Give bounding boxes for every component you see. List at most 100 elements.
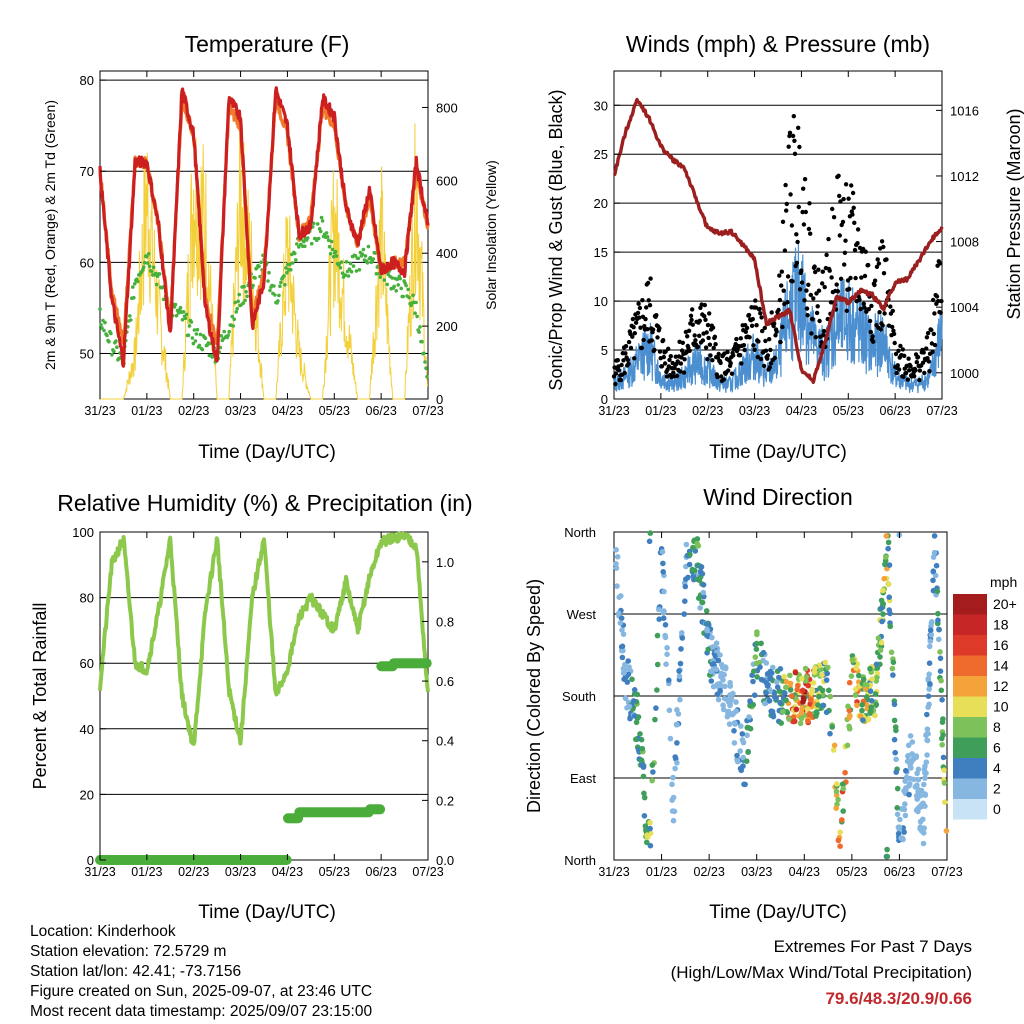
dewpoint-point [365,261,370,265]
gust-point [905,377,911,382]
gust-point [872,278,878,283]
gust-point [930,349,935,355]
direction-point [896,824,903,830]
gust-point [870,334,875,339]
gust-point [922,370,927,376]
direction-point [800,695,807,701]
gust-point [846,196,851,201]
direction-point [902,812,909,819]
direction-point [879,618,885,625]
y-tick-label: 70 [80,164,94,179]
gust-point [895,363,900,368]
gust-point [853,275,858,281]
dewpoint-point [338,266,343,270]
gust-point [697,333,702,338]
dewpoint-point [279,280,283,285]
legend-swatch [953,594,987,615]
direction-point [804,706,811,712]
direction-point [737,748,743,754]
direction-point [822,659,828,666]
gust-point [822,284,827,290]
direction-point [940,732,946,738]
x-tick-label: 03/23 [739,404,770,418]
right-tick-label: 0 [436,392,443,407]
dewpoint-point [142,260,147,265]
direction-point [705,646,711,653]
gust-point [878,327,883,332]
direction-point [777,699,783,706]
dewpoint-point [234,310,238,314]
gust-point [850,212,855,217]
gust-point [794,232,799,237]
gust-point [841,196,846,202]
gust-point [790,133,796,139]
gust-point [743,329,748,334]
direction-point [617,620,624,626]
direction-point [819,672,825,678]
direction-point [880,587,886,594]
gust-point [719,374,724,379]
dewpoint-point [418,325,422,329]
legend-label: 0 [993,801,1001,817]
direction-point [616,594,622,600]
dewpoint-point [295,242,299,246]
gust-point [695,344,701,349]
gust-point [773,333,778,338]
gust-point [902,353,907,358]
dewpoint-point [277,293,281,298]
gust-point [785,274,791,279]
temp-2m-line [98,86,430,368]
direction-tick-label: North [564,853,596,868]
gust-point [848,275,853,281]
dewpoint-point [320,219,325,223]
extremes-box: Extremes For Past 7 Days (High/Low/Max W… [671,934,972,1012]
gust-point [633,320,639,325]
direction-point [666,677,672,683]
direction-point [925,704,931,710]
direction-point [850,657,856,663]
gust-point [749,323,755,328]
y-tick-label: 0 [87,853,94,868]
humidity-axes: 31/23 01/23 02/23 03/23 04/23 05/23 06/23 07/23… [72,525,454,879]
gust-point [721,377,726,382]
direction-point [898,835,904,841]
gust-point [801,186,806,191]
direction-point [882,561,888,568]
gust-point [703,345,709,350]
dewpoint-point [315,222,320,226]
right-tick-label: 1004 [950,300,979,315]
gust-point [767,365,772,370]
direction-point [650,769,656,775]
direction-point [935,617,941,623]
winds-x-axis-label: Time (Day/UTC) [709,442,847,463]
direction-point [890,672,896,678]
gust-point [795,239,800,245]
insolation-line [100,123,428,400]
gust-point [631,325,636,330]
winds-axes: 31/23 01/23 02/23 03/23 04/23 05/23 06/23 07/23… [594,71,979,418]
direction-point [816,693,822,700]
dewpoint-point [222,329,226,334]
x-tick-label: 01/23 [131,404,162,418]
direction-point [800,687,806,694]
gust-point [920,360,926,365]
gust-point [800,209,805,215]
direction-point [766,698,773,704]
direction-point [891,736,898,743]
direction-point [722,683,728,690]
direction-point [815,702,821,708]
gust-point [808,292,813,298]
gust-point [932,311,937,316]
gust-point [757,306,762,312]
gust-point [893,351,899,357]
gust-point [896,367,902,372]
gust-point [894,370,899,376]
gust-point [871,339,876,344]
gust-point [688,313,694,318]
gust-point [689,317,694,323]
gust-point [872,282,877,288]
gust-point [801,222,807,227]
direction-point [903,767,909,774]
gust-point [857,297,862,302]
legend-swatch [953,655,987,676]
